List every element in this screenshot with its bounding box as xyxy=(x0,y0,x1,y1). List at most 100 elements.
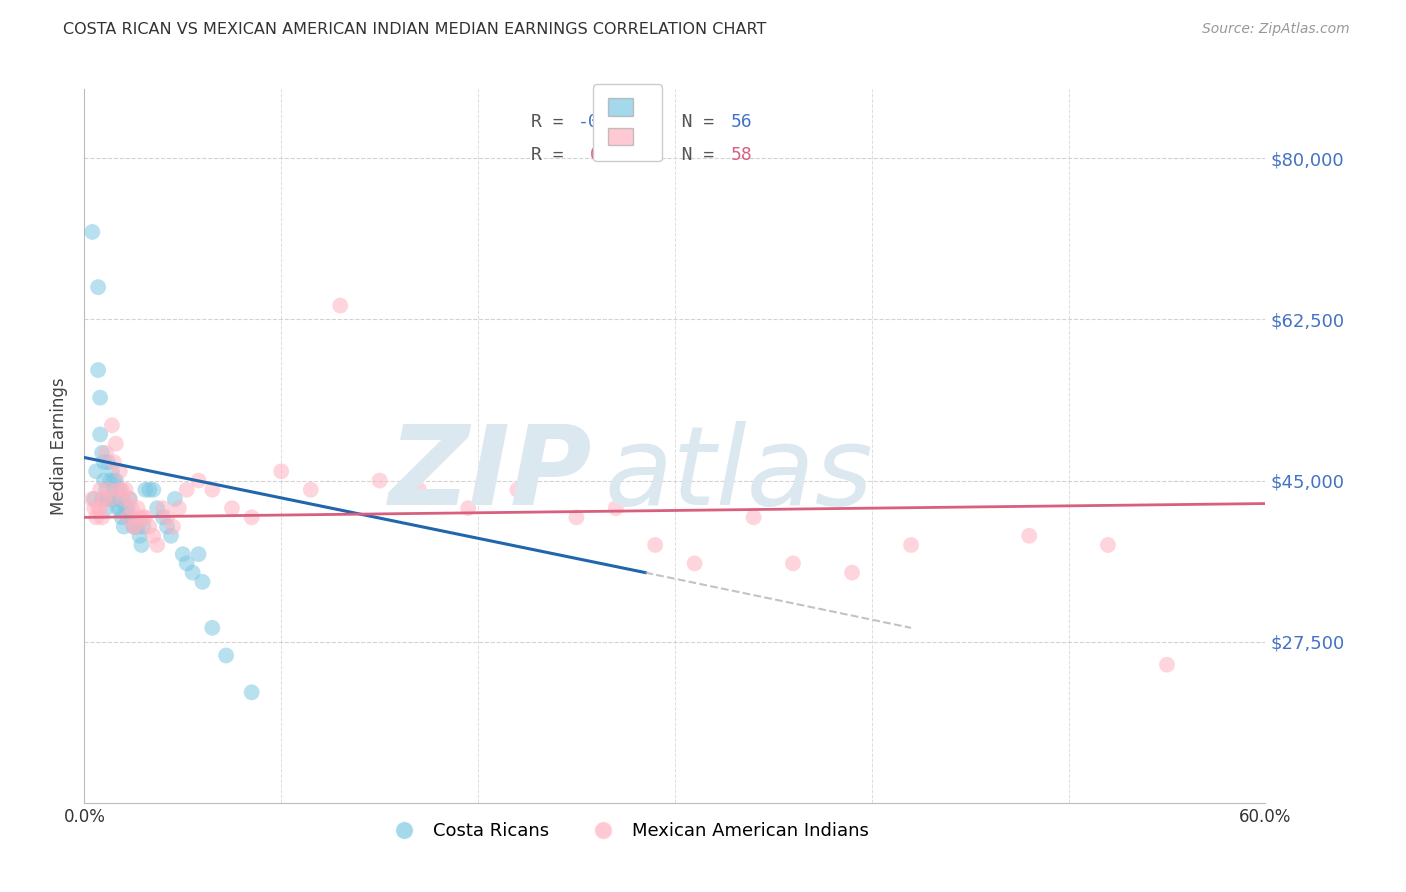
Point xyxy=(127,501,149,516)
Point xyxy=(98,474,121,488)
Point xyxy=(368,474,391,488)
Point xyxy=(97,483,120,497)
Point xyxy=(87,280,110,294)
Point xyxy=(101,418,124,433)
Point xyxy=(83,491,105,506)
Point xyxy=(114,501,136,516)
Point xyxy=(122,519,145,533)
Point xyxy=(121,510,143,524)
Point xyxy=(782,557,804,571)
Point xyxy=(84,464,107,478)
Point xyxy=(146,501,169,516)
Point xyxy=(118,491,141,506)
Point xyxy=(108,483,131,497)
Point xyxy=(644,538,666,552)
Point xyxy=(128,529,150,543)
Text: 58: 58 xyxy=(731,146,754,164)
Point xyxy=(104,436,127,450)
Point xyxy=(114,483,136,497)
Point xyxy=(605,501,627,516)
Point xyxy=(146,538,169,552)
Point xyxy=(138,483,160,497)
Text: R =: R = xyxy=(531,113,574,131)
Point xyxy=(270,464,292,478)
Point xyxy=(201,621,224,635)
Text: COSTA RICAN VS MEXICAN AMERICAN INDIAN MEDIAN EARNINGS CORRELATION CHART: COSTA RICAN VS MEXICAN AMERICAN INDIAN M… xyxy=(63,22,766,37)
Point xyxy=(89,391,111,405)
Point xyxy=(111,510,134,524)
Point xyxy=(187,547,209,561)
Point xyxy=(565,510,588,524)
Point xyxy=(240,510,263,524)
Point xyxy=(112,519,135,533)
Text: N =: N = xyxy=(648,146,724,164)
Point xyxy=(124,519,146,533)
Point xyxy=(124,519,146,533)
Point xyxy=(94,446,117,460)
Point xyxy=(97,455,120,469)
Point xyxy=(117,510,139,524)
Text: N =: N = xyxy=(648,113,724,131)
Point xyxy=(683,557,706,571)
Point xyxy=(98,491,121,506)
Point xyxy=(329,299,352,313)
Point xyxy=(138,519,160,533)
Point xyxy=(134,483,156,497)
Point xyxy=(156,519,179,533)
Point xyxy=(89,427,111,442)
Point xyxy=(408,483,430,497)
Point xyxy=(93,455,115,469)
Text: atlas: atlas xyxy=(605,421,873,528)
Point xyxy=(127,519,149,533)
Point xyxy=(87,501,110,516)
Point xyxy=(132,510,155,524)
Point xyxy=(128,510,150,524)
Point xyxy=(104,491,127,506)
Point xyxy=(82,225,104,239)
Point xyxy=(142,529,165,543)
Point xyxy=(93,474,115,488)
Point xyxy=(167,501,190,516)
Point xyxy=(1097,538,1119,552)
Point xyxy=(89,483,111,497)
Point xyxy=(131,538,153,552)
Point xyxy=(111,483,134,497)
Point xyxy=(91,510,114,524)
Point xyxy=(107,501,129,516)
Text: R =: R = xyxy=(531,146,585,164)
Y-axis label: Median Earnings: Median Earnings xyxy=(49,377,67,515)
Point xyxy=(103,474,125,488)
Point xyxy=(117,510,139,524)
Point xyxy=(457,501,479,516)
Text: 56: 56 xyxy=(731,113,754,131)
Point xyxy=(163,491,186,506)
Point xyxy=(201,483,224,497)
Point xyxy=(299,483,322,497)
Point xyxy=(121,501,143,516)
Point xyxy=(91,491,114,506)
Point xyxy=(103,455,125,469)
Point xyxy=(112,491,135,506)
Point xyxy=(103,483,125,497)
Text: -0.399: -0.399 xyxy=(578,113,643,131)
Text: Source: ZipAtlas.com: Source: ZipAtlas.com xyxy=(1202,22,1350,37)
Point xyxy=(162,519,184,533)
Point xyxy=(91,446,114,460)
Point xyxy=(152,501,174,516)
Point xyxy=(156,510,179,524)
Point xyxy=(742,510,765,524)
Point xyxy=(191,574,214,589)
Point xyxy=(107,483,129,497)
Point xyxy=(181,566,204,580)
Text: 0.026: 0.026 xyxy=(589,146,644,164)
Point xyxy=(122,519,145,533)
Point xyxy=(1156,657,1178,672)
Point xyxy=(94,483,117,497)
Point xyxy=(94,501,117,516)
Point xyxy=(98,491,121,506)
Point xyxy=(82,491,104,506)
Point xyxy=(83,501,105,516)
Point xyxy=(87,363,110,377)
Point xyxy=(93,491,115,506)
Point xyxy=(152,510,174,524)
